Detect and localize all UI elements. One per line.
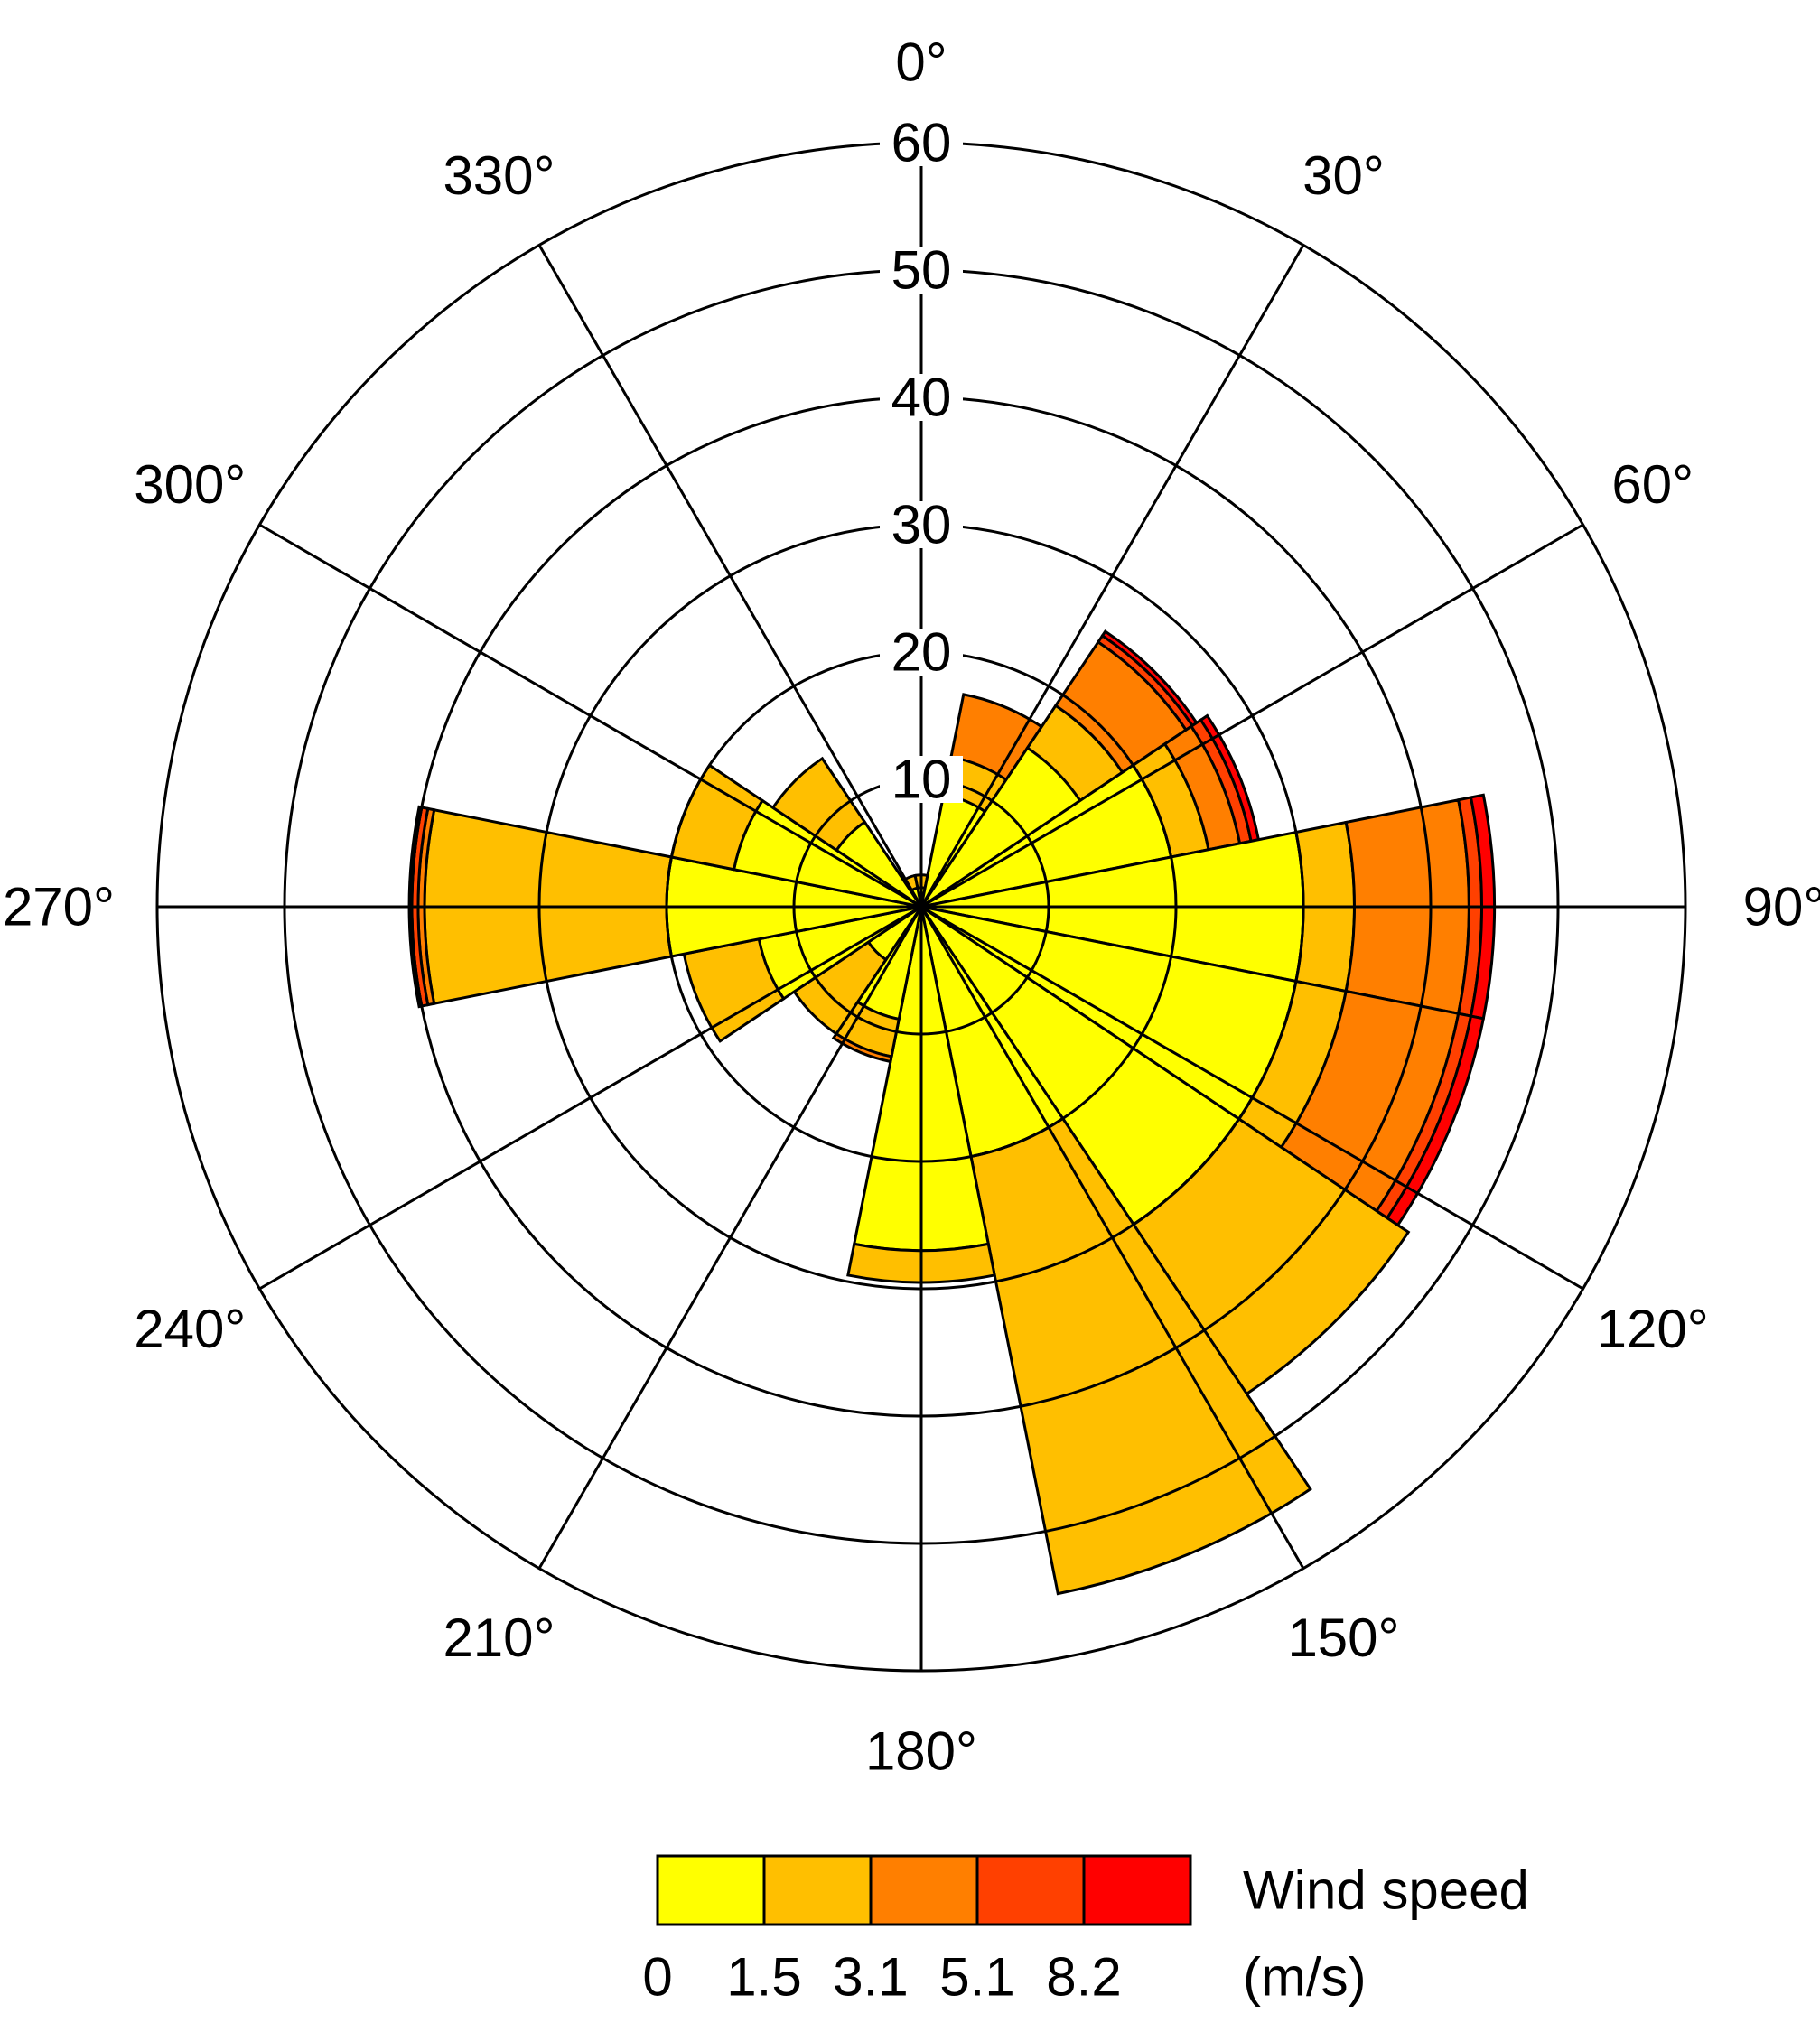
sector-202.5-bin-2 bbox=[831, 1031, 893, 1064]
spoke-60 bbox=[920, 523, 1584, 909]
polar-grid bbox=[155, 141, 1687, 1673]
direction-label-210: 210° bbox=[443, 1608, 555, 1668]
legend-bin-label-2: 3.1 bbox=[833, 1947, 908, 2008]
legend-swatch-4 bbox=[1082, 1854, 1192, 1926]
direction-label-0: 0° bbox=[895, 33, 947, 93]
spoke-210 bbox=[537, 906, 923, 1570]
direction-label-150: 150° bbox=[1287, 1608, 1399, 1668]
direction-label-180: 180° bbox=[865, 1721, 977, 1782]
center-dot bbox=[915, 900, 928, 913]
legend-swatch-3 bbox=[975, 1854, 1086, 1926]
direction-label-270: 270° bbox=[3, 877, 115, 937]
spoke-240 bbox=[258, 905, 922, 1291]
tick-label-50: 50 bbox=[891, 240, 952, 301]
tick-label-bg-60 bbox=[880, 119, 963, 166]
legend-title: Wind speed bbox=[1243, 1860, 1529, 1921]
direction-label-60: 60° bbox=[1611, 454, 1694, 515]
radial-tick-labels: 10 20 30 40 50 60 bbox=[880, 113, 963, 913]
tick-label-bg-20 bbox=[880, 629, 963, 676]
spoke-150 bbox=[919, 906, 1305, 1570]
spoke-30 bbox=[919, 244, 1305, 908]
spoke-120 bbox=[920, 905, 1584, 1291]
direction-label-240: 240° bbox=[134, 1299, 246, 1359]
spoke-300 bbox=[258, 523, 922, 909]
legend-swatch-1 bbox=[762, 1854, 873, 1926]
tick-label-bg-40 bbox=[880, 374, 963, 421]
legend-bin-label-4: 8.2 bbox=[1046, 1947, 1121, 2008]
tick-label-20: 20 bbox=[891, 622, 952, 683]
sector-315-bin-1 bbox=[770, 756, 867, 853]
tick-label-bg-30 bbox=[880, 501, 963, 548]
direction-label-90: 90° bbox=[1743, 877, 1820, 937]
tick-label-10: 10 bbox=[891, 750, 952, 810]
direction-label-120: 120° bbox=[1597, 1299, 1709, 1359]
tick-label-60: 60 bbox=[891, 113, 952, 173]
legend-swatch-0 bbox=[656, 1854, 766, 1926]
spoke-330 bbox=[537, 244, 923, 908]
sector-225-bin-1 bbox=[792, 940, 888, 1036]
legend-bin-label-0: 0 bbox=[642, 1947, 672, 2008]
legend-bin-label-1: 1.5 bbox=[726, 1947, 801, 2008]
direction-label-30: 30° bbox=[1302, 145, 1385, 206]
legend-unit: (m/s) bbox=[1243, 1947, 1367, 2008]
tick-label-bg-50 bbox=[880, 247, 963, 294]
legend-bin-label-3: 5.1 bbox=[939, 1947, 1014, 2008]
direction-label-300: 300° bbox=[134, 454, 246, 515]
direction-labels: 0° 30° 60° 90° 120° 150° 180° 210° 240° 270° 300° 3… bbox=[3, 33, 1820, 1782]
legend-swatch-2 bbox=[869, 1854, 979, 1926]
legend: Wind speed 0 1.5 3.1 5.1 8.2 (m/s) bbox=[642, 1854, 1529, 2008]
tick-label-40: 40 bbox=[891, 368, 952, 428]
direction-label-330: 330° bbox=[443, 145, 555, 206]
tick-label-30: 30 bbox=[891, 495, 952, 555]
tick-label-bg-10 bbox=[880, 756, 963, 803]
